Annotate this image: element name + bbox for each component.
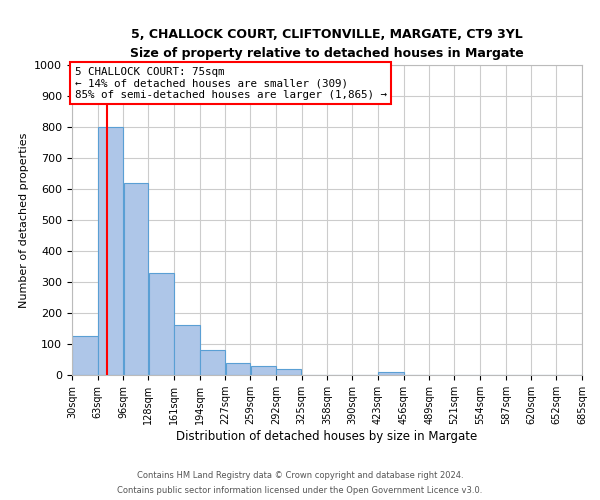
Bar	[378, 372, 404, 375]
Bar	[149, 272, 174, 375]
Bar	[276, 369, 301, 375]
Bar	[200, 350, 225, 375]
Y-axis label: Number of detached properties: Number of detached properties	[19, 132, 29, 308]
Text: Contains public sector information licensed under the Open Government Licence v3: Contains public sector information licen…	[118, 486, 482, 495]
Bar	[251, 366, 276, 375]
Text: 5 CHALLOCK COURT: 75sqm
← 14% of detached houses are smaller (309)
85% of semi-d: 5 CHALLOCK COURT: 75sqm ← 14% of detache…	[74, 66, 386, 100]
X-axis label: Distribution of detached houses by size in Margate: Distribution of detached houses by size …	[176, 430, 478, 443]
Text: Contains HM Land Registry data © Crown copyright and database right 2024.: Contains HM Land Registry data © Crown c…	[137, 471, 463, 480]
Bar	[174, 326, 199, 375]
Title: 5, CHALLOCK COURT, CLIFTONVILLE, MARGATE, CT9 3YL
Size of property relative to d: 5, CHALLOCK COURT, CLIFTONVILLE, MARGATE…	[130, 28, 524, 60]
Bar	[98, 127, 123, 375]
Bar	[124, 183, 148, 375]
Bar	[72, 336, 97, 375]
Bar	[226, 362, 250, 375]
